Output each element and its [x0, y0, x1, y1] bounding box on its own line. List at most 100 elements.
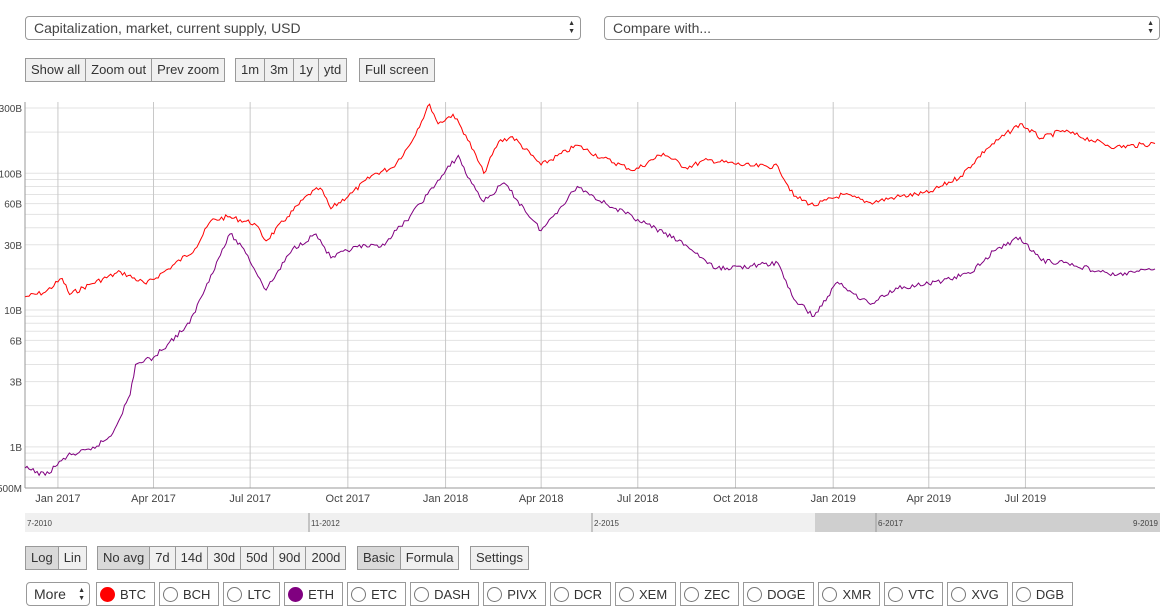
coin-toggle-ltc[interactable]: LTC [223, 582, 281, 606]
navigator-label: 9-2019 [1133, 519, 1158, 528]
more-select[interactable]: More ▲ ▼ [26, 582, 90, 606]
series-line-eth [24, 154, 1156, 477]
x-tick-label: Apr 2017 [131, 493, 176, 505]
range-button-group: 1m 3m 1y ytd [235, 58, 348, 82]
x-axis-ticks: Jan 2017 Apr 2017 Jul 2017 Oct 2017 Jan 2018… [35, 493, 1046, 505]
coin-selector-row: BTC BCH LTC ETH ETC DASH PIVX DCR XEM ZEC DOGE XMR V… [92, 582, 1073, 606]
color-dot-icon [100, 586, 115, 602]
navigator-label: 2-2015 [594, 519, 619, 528]
y-tick-label: 10B [4, 306, 22, 317]
radio-circle-icon [414, 586, 430, 602]
avg-90d-button[interactable]: 90d [272, 546, 307, 570]
x-tick-label: Jul 2017 [229, 493, 271, 505]
coin-toggle-zec[interactable]: ZEC [680, 582, 740, 606]
navigator-label: 6-2017 [878, 519, 903, 528]
average-button-group: No avg 7d 14d 30d 50d 90d 200d [97, 546, 347, 570]
avg-14d-button[interactable]: 14d [174, 546, 209, 570]
zoom-button-group: Show all Zoom out Prev zoom [25, 58, 226, 82]
radio-circle-icon [822, 586, 838, 602]
more-select-value: More [34, 586, 66, 602]
y-tick-label: 6B [10, 336, 23, 347]
avg-7d-button[interactable]: 7d [149, 546, 176, 570]
color-dot-icon [288, 586, 304, 602]
coin-toggle-vtc[interactable]: VTC [884, 582, 944, 606]
avg-50d-button[interactable]: 50d [240, 546, 274, 570]
basic-mode-button[interactable]: Basic [357, 546, 401, 570]
radio-circle-icon [487, 586, 503, 602]
x-tick-label: Jan 2018 [423, 493, 468, 505]
x-tick-label: Jan 2017 [35, 493, 80, 505]
coin-label: ETH [308, 586, 335, 602]
log-scale-button[interactable]: Log [25, 546, 59, 570]
coin-label: XEM [638, 586, 668, 602]
coin-toggle-doge[interactable]: DOGE [743, 582, 815, 606]
zoom-out-button[interactable]: Zoom out [85, 58, 153, 82]
coin-toggle-dcr[interactable]: DCR [549, 582, 611, 606]
coin-toggle-bch[interactable]: BCH [159, 582, 220, 606]
coin-toggle-xem[interactable]: XEM [614, 582, 677, 606]
select-arrows-icon: ▲ ▼ [568, 20, 575, 35]
range-1y-button[interactable]: 1y [293, 58, 319, 82]
x-tick-label: Jan 2019 [811, 493, 856, 505]
metric-select[interactable]: Capitalization, market, current supply, … [25, 16, 581, 40]
coin-toggle-etc[interactable]: ETC [347, 582, 407, 606]
prev-zoom-button[interactable]: Prev zoom [151, 58, 226, 82]
coin-label: XVG [971, 586, 999, 602]
coin-label: ETC [371, 586, 398, 602]
x-tick-label: Jul 2018 [617, 493, 659, 505]
radio-circle-icon [553, 586, 569, 602]
coin-toggle-xmr[interactable]: XMR [818, 582, 881, 606]
y-tick-label: 1B [10, 443, 23, 454]
radio-circle-icon [618, 586, 634, 602]
y-tick-label: 30B [4, 241, 22, 252]
coin-label: VTC [908, 586, 935, 602]
range-navigator[interactable]: 7-2010 11-2012 2-2015 6-2017 9-2019 [0, 512, 1172, 534]
coin-label: DGB [1035, 586, 1064, 602]
y-tick-label: 300B [0, 104, 22, 115]
no-avg-button[interactable]: No avg [97, 546, 151, 570]
market-cap-chart[interactable]: 300B 100B 60B 30B 10B 6B 3B 1B 500M Jan 2017 Apr … [0, 100, 1172, 510]
radio-circle-icon [163, 586, 178, 602]
x-tick-label: Apr 2018 [519, 493, 564, 505]
coin-label: DASH [434, 586, 471, 602]
full-screen-button[interactable]: Full screen [359, 58, 435, 82]
compare-select[interactable]: Compare with... ▲ ▼ [604, 16, 1160, 40]
chart-grid [24, 102, 1155, 489]
lin-scale-button[interactable]: Lin [57, 546, 88, 570]
series-line-btc [24, 103, 1156, 298]
coin-toggle-dgb[interactable]: DGB [1011, 582, 1073, 606]
radio-circle-icon [888, 586, 904, 602]
chart-series [24, 103, 1156, 477]
navigator-label: 11-2012 [311, 519, 340, 528]
range-1m-button[interactable]: 1m [235, 58, 266, 82]
show-all-button[interactable]: Show all [25, 58, 87, 82]
navigator-selection[interactable] [815, 513, 1160, 532]
coin-label: BCH [183, 586, 211, 602]
y-axis-ticks: 300B 100B 60B 30B 10B 6B 3B 1B 500M [0, 104, 22, 495]
coin-label: DOGE [767, 586, 806, 602]
settings-group: Settings [470, 546, 529, 570]
avg-30d-button[interactable]: 30d [207, 546, 242, 570]
coin-label: DCR [573, 586, 602, 602]
coin-toggle-dash[interactable]: DASH [410, 582, 480, 606]
y-tick-label: 60B [4, 200, 22, 211]
range-ytd-button[interactable]: ytd [317, 58, 348, 82]
scale-button-group: Log Lin [25, 546, 88, 570]
navigator-label: 7-2010 [27, 519, 52, 528]
coin-toggle-pivx[interactable]: PIVX [483, 582, 546, 606]
settings-button[interactable]: Settings [470, 546, 529, 570]
coin-label: ZEC [704, 586, 731, 602]
coin-toggle-xvg[interactable]: XVG [947, 582, 1008, 606]
mode-button-group: Basic Formula [357, 546, 460, 570]
coin-toggle-eth[interactable]: ETH [284, 582, 344, 606]
x-tick-label: Jul 2019 [1005, 493, 1047, 505]
compare-select-value: Compare with... [613, 20, 712, 36]
range-3m-button[interactable]: 3m [264, 58, 295, 82]
radio-circle-icon [747, 586, 763, 602]
coin-toggle-btc[interactable]: BTC [96, 582, 155, 606]
metric-select-value: Capitalization, market, current supply, … [34, 20, 301, 36]
avg-200d-button[interactable]: 200d [305, 546, 347, 570]
formula-mode-button[interactable]: Formula [399, 546, 460, 570]
radio-circle-icon [351, 586, 367, 602]
x-tick-label: Apr 2019 [906, 493, 951, 505]
